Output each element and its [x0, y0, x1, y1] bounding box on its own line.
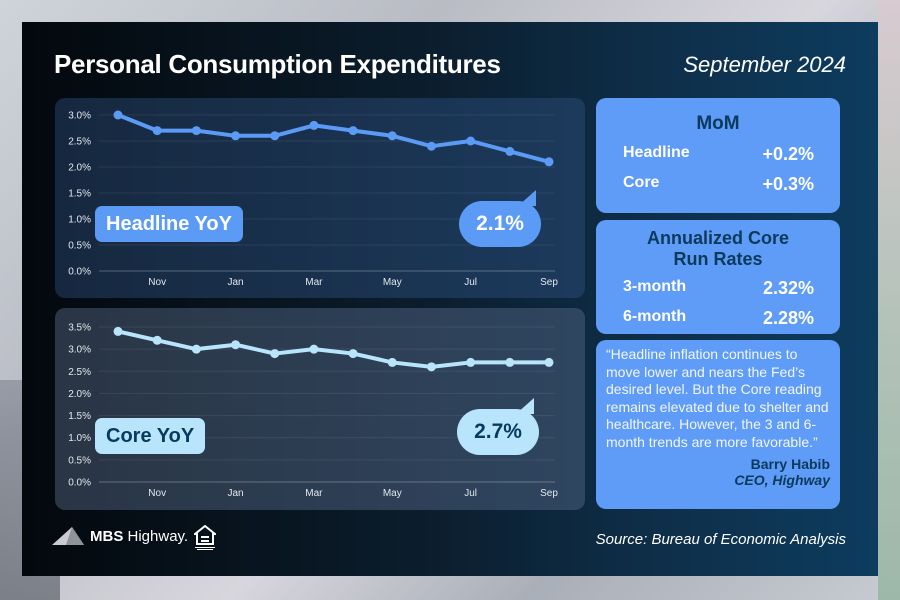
- mom-core-label: Core: [623, 174, 660, 191]
- data-point: [426, 362, 436, 372]
- y-tick-label: 0.0%: [68, 267, 91, 278]
- run-6month-label: 6-month: [623, 308, 687, 325]
- data-point: [348, 126, 358, 136]
- x-tick-label: Nov: [148, 488, 166, 499]
- report-date: September 2024: [683, 52, 846, 77]
- x-tick-label: May: [383, 488, 402, 499]
- x-tick-label: Nov: [148, 277, 166, 288]
- y-tick-label: 1.5%: [68, 189, 91, 200]
- data-point: [505, 146, 515, 156]
- run-row-6month: 6-month 2.28%: [596, 308, 840, 329]
- y-tick-label: 3.5%: [68, 323, 91, 334]
- run-3month-label: 3-month: [623, 278, 687, 295]
- data-point: [113, 326, 123, 336]
- data-point: [505, 357, 515, 367]
- data-point: [152, 126, 162, 136]
- data-point: [544, 157, 554, 167]
- data-point: [113, 110, 123, 120]
- mom-headline-value: +0.2%: [762, 144, 814, 164]
- y-tick-label: 0.5%: [68, 455, 91, 466]
- data-point: [387, 357, 397, 367]
- data-point: [152, 335, 162, 345]
- headline-yoy-label: Headline YoY: [95, 206, 243, 242]
- run-rates-title-1: Annualized Core: [646, 228, 789, 248]
- data-point: [309, 344, 319, 354]
- source-note: Source: Bureau of Economic Analysis: [595, 531, 846, 548]
- data-point: [544, 357, 554, 367]
- data-point: [309, 120, 319, 130]
- y-tick-label: 3.0%: [68, 345, 91, 356]
- equal-housing-icon: [194, 525, 216, 550]
- logo-text-rest: Highway.: [123, 527, 189, 545]
- y-tick-label: 0.0%: [68, 478, 91, 489]
- data-point: [231, 131, 241, 141]
- x-tick-label: Jul: [464, 488, 477, 499]
- mbs-highway-logo: MBS Highway.: [52, 527, 188, 545]
- x-tick-label: Mar: [305, 277, 323, 288]
- data-point: [191, 344, 201, 354]
- data-point: [270, 131, 280, 141]
- run-row-3month: 3-month 2.32%: [596, 278, 840, 299]
- mom-card: MoM Headline +0.2% Core +0.3%: [596, 98, 840, 213]
- data-point: [191, 126, 201, 136]
- series-line: [117, 329, 549, 369]
- quote-author-role: CEO, Highway: [734, 472, 830, 488]
- x-tick-label: Mar: [305, 488, 323, 499]
- logo-text-bold: MBS: [90, 527, 124, 545]
- data-point: [466, 136, 476, 146]
- page-title: Personal Consumption Expenditures: [54, 49, 501, 79]
- run-3month-value: 2.32%: [762, 278, 814, 298]
- y-tick-label: 2.5%: [68, 367, 91, 378]
- x-tick-label: Sep: [540, 277, 558, 288]
- data-point: [387, 131, 397, 141]
- y-tick-label: 1.0%: [68, 433, 91, 444]
- quote-text: “Headline inflation continues to move lo…: [606, 346, 829, 450]
- quote-author: Barry Habib: [750, 456, 830, 472]
- core-callout-bubble: 2.7%: [457, 398, 539, 455]
- run-rates-card: Annualized Core Run Rates 3-month 2.32% …: [596, 220, 840, 334]
- core-chart-card: 0.0% 0.5% 1.0% 1.5% 2.0% 2.5% 3.0% 3.5% Nov Jan Ma…: [55, 308, 585, 510]
- x-tick-label: Sep: [540, 488, 558, 499]
- y-tick-label: 2.0%: [68, 389, 91, 400]
- y-tick-label: 2.0%: [68, 163, 91, 174]
- mom-title: MoM: [696, 113, 740, 134]
- data-point: [426, 141, 436, 151]
- mountain-logo-icon: [52, 527, 84, 545]
- x-tick-label: Jul: [464, 277, 477, 288]
- data-point: [231, 340, 241, 350]
- background-currency: [878, 0, 900, 600]
- mom-headline-label: Headline: [623, 144, 690, 161]
- y-tick-label: 3.0%: [68, 111, 91, 122]
- data-point: [270, 349, 280, 359]
- main-panel: Personal Consumption Expenditures Septem…: [22, 22, 878, 576]
- core-yoy-label: Core YoY: [95, 418, 206, 454]
- data-point: [466, 357, 476, 367]
- x-tick-label: Jan: [227, 488, 243, 499]
- run-6month-value: 2.28%: [762, 308, 814, 328]
- data-point: [348, 349, 358, 359]
- y-tick-label: 1.5%: [68, 411, 91, 422]
- headline-chart-card: 0.0% 0.5% 1.0% 1.5% 2.0% 2.5% 3.0% Nov Jan Mar May…: [55, 98, 585, 298]
- headline-yoy-chart: 0.0% 0.5% 1.0% 1.5% 2.0% 2.5% 3.0% Nov Jan Mar May…: [68, 110, 558, 288]
- quote-card: “Headline inflation continues to move lo…: [596, 340, 840, 509]
- series-line: [117, 113, 550, 164]
- mom-core-value: +0.3%: [762, 174, 814, 194]
- headline-callout-bubble: 2.1%: [459, 190, 541, 247]
- x-tick-label: Jan: [227, 277, 243, 288]
- x-tick-label: May: [383, 277, 402, 288]
- mom-row-core: Core +0.3%: [596, 174, 840, 195]
- run-rates-title-2: Run Rates: [673, 249, 763, 269]
- mom-row-headline: Headline +0.2%: [596, 144, 840, 165]
- y-tick-label: 0.5%: [68, 241, 91, 252]
- y-tick-label: 2.5%: [68, 137, 91, 148]
- y-tick-label: 1.0%: [68, 215, 91, 226]
